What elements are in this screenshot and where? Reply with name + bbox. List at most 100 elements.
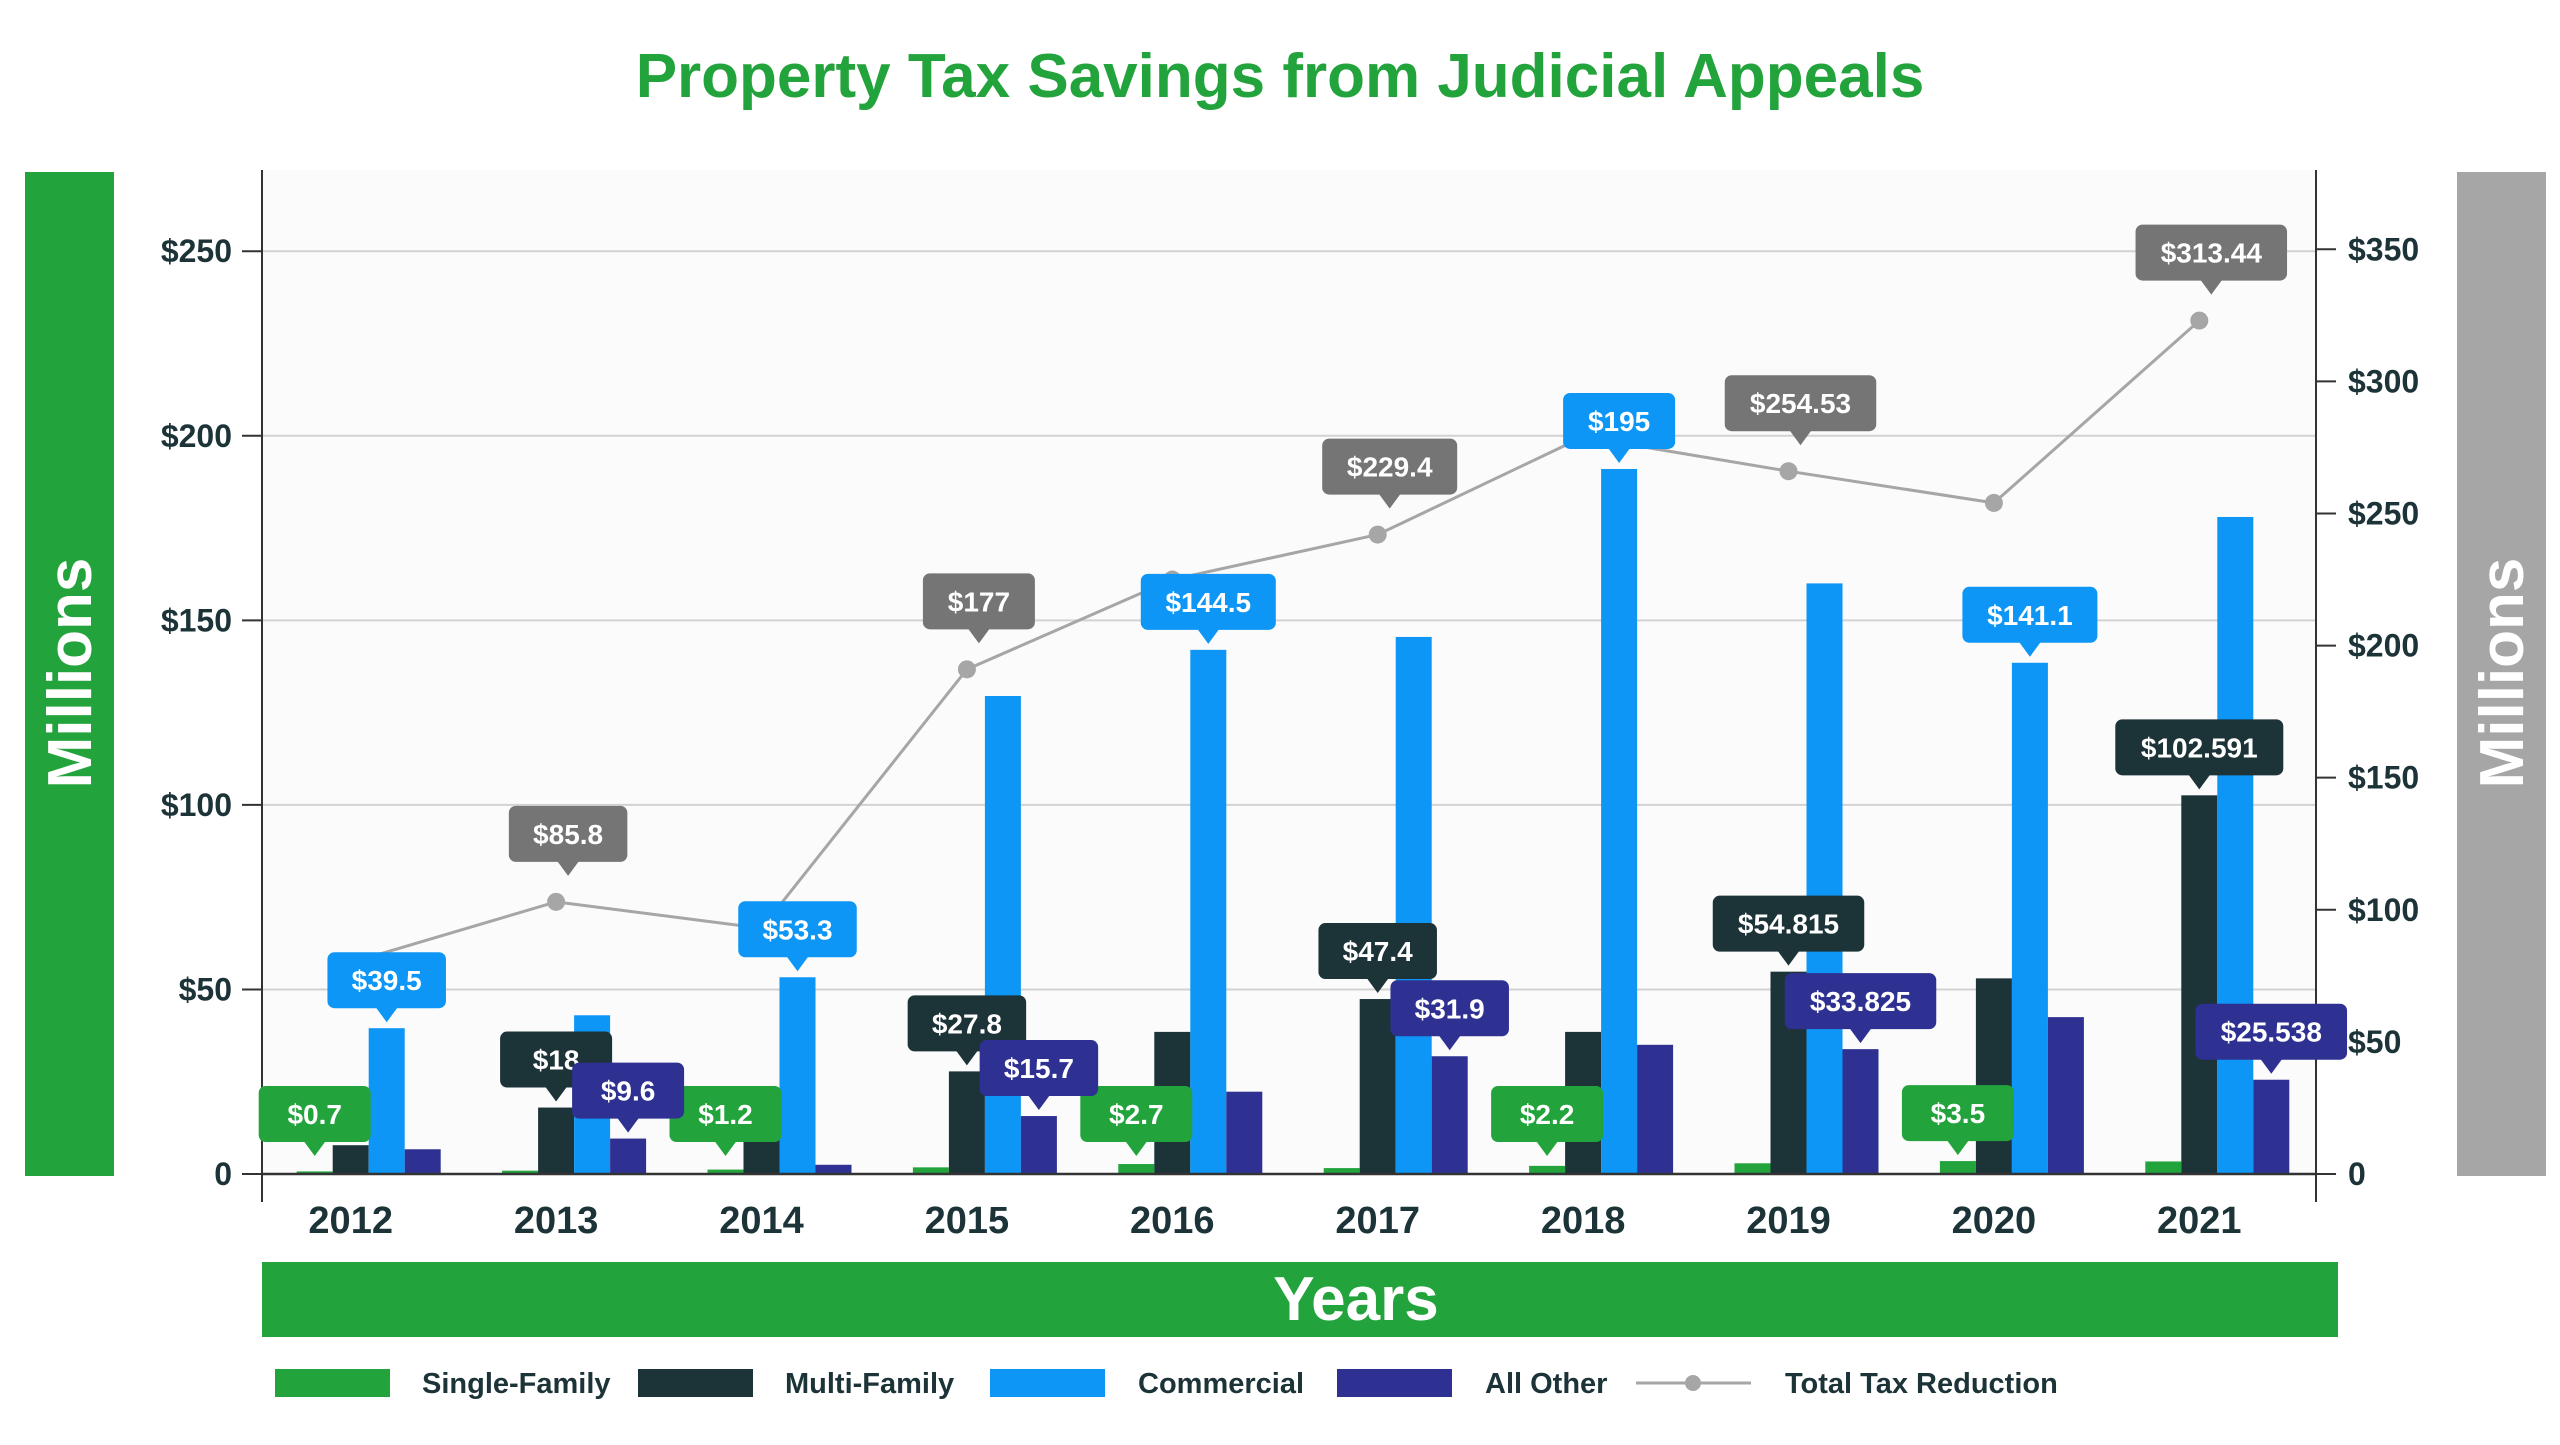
data-label-box [1962,586,2098,643]
data-label-pointer [2018,641,2041,657]
bar [1939,1161,1976,1174]
data-label-text: $229.4 [1347,452,1433,483]
data-label: $141.1 [1962,586,2098,657]
data-label: $85.8 [508,805,628,876]
bar [2011,662,2048,1174]
right-tick-label: $350 [2348,231,2419,267]
data-label-text: $141.1 [1987,600,2073,631]
data-label-pointer [1608,447,1631,463]
x-tick-label: 2013 [514,1200,599,1242]
right-tick-label: $150 [2348,760,2419,796]
data-label-box [1724,375,1877,432]
data-label: $313.44 [2135,224,2288,295]
total-point [2190,311,2209,330]
data-label-box [669,1086,782,1142]
bar [610,1138,647,1174]
left-tick-label: $250 [161,233,232,269]
bar [1529,1165,1566,1174]
data-label-pointer [1366,978,1389,994]
data-label-text: $144.5 [1165,587,1251,618]
series-single-family [296,1161,2182,1174]
legend-item: Single-Family [275,1368,611,1400]
data-label: $195 [1563,392,1676,463]
data-label: $254.53 [1724,375,1877,446]
data-label-pointer [1125,1141,1148,1156]
right-tick-label: $50 [2348,1024,2401,1060]
data-label-box [327,952,446,1009]
data-label-text: $25.538 [2221,1017,2322,1048]
bar [1359,999,1396,1174]
x-tick-label: 2019 [1746,1200,1831,1242]
bar [948,1071,985,1174]
bar [2253,1079,2290,1174]
data-label-box [1390,980,1509,1037]
bar [707,1169,744,1174]
x-axis-title: Years [1273,1265,1439,1334]
legend-swatch [1337,1369,1452,1397]
data-label-text: $47.4 [1343,936,1413,967]
data-label: $2.7 [1080,1086,1193,1156]
series-all-other [404,1017,2290,1174]
x-tick-label: 2016 [1130,1200,1215,1242]
data-label-pointer [1777,950,1800,966]
data-label-pointer [617,1117,640,1133]
data-label: $102.591 [2115,719,2284,790]
data-label: $39.5 [327,952,446,1023]
left-tick-label: $150 [161,602,232,638]
bar [1637,1044,1674,1174]
legend-label: All Other [1485,1368,1607,1400]
data-label-pointer [967,628,990,644]
total-line [350,319,2201,965]
legend-marker [1685,1375,1701,1391]
data-label: $1.2 [669,1086,782,1156]
data-label-pointer [1789,430,1812,446]
right-tick-label: $300 [2348,363,2419,399]
bar [815,1164,852,1174]
right-tick-label: 0 [2348,1156,2366,1192]
right-tick-label: $250 [2348,495,2419,531]
legend-label: Single-Family [422,1368,611,1400]
data-label-box [2195,1003,2348,1060]
left-axis-panel [25,172,114,1176]
bar [1323,1168,1360,1174]
data-label-text: $15.7 [1004,1053,1074,1084]
data-label-text: $177 [948,586,1010,617]
bar [1975,978,2012,1174]
data-label-pointer [1378,493,1401,509]
data-label: $144.5 [1140,573,1276,644]
legend-item: Multi-Family [638,1368,954,1400]
series-commercial [368,468,2254,1174]
bar [368,1028,405,1174]
legend-item: All Other [1337,1368,1607,1400]
legend-swatch [275,1369,390,1397]
data-label-box [572,1062,685,1119]
data-label: $0.7 [258,1086,371,1156]
left-tick-label: $200 [161,418,232,454]
plot-area [262,170,2316,1174]
bar [1806,583,1843,1174]
data-label-pointer [955,1050,978,1066]
x-tick-label: 2020 [1952,1200,2037,1242]
data-label-pointer [2188,774,2211,790]
data-label-box [1712,895,1865,952]
bar [1190,649,1227,1174]
left-tick-label: $50 [179,971,232,1007]
data-label-text: $53.3 [762,914,832,945]
data-label-pointer [2200,279,2223,295]
bar [296,1171,333,1174]
data-label-text: $54.815 [1738,909,1839,940]
data-label: $15.7 [979,1040,1099,1111]
data-label-box [1318,923,1437,980]
data-label-pointer [714,1141,737,1156]
left-axis-title: Millions [36,558,105,789]
data-label: $53.3 [738,901,857,972]
bar [502,1170,539,1174]
bar [538,1107,575,1174]
data-label-text: $31.9 [1415,993,1485,1024]
data-label-text: $27.8 [932,1008,1002,1039]
data-label-pointer [2260,1058,2283,1074]
bar [2047,1017,2084,1174]
data-label: $27.8 [907,995,1027,1066]
data-label-text: $18 [533,1045,580,1076]
